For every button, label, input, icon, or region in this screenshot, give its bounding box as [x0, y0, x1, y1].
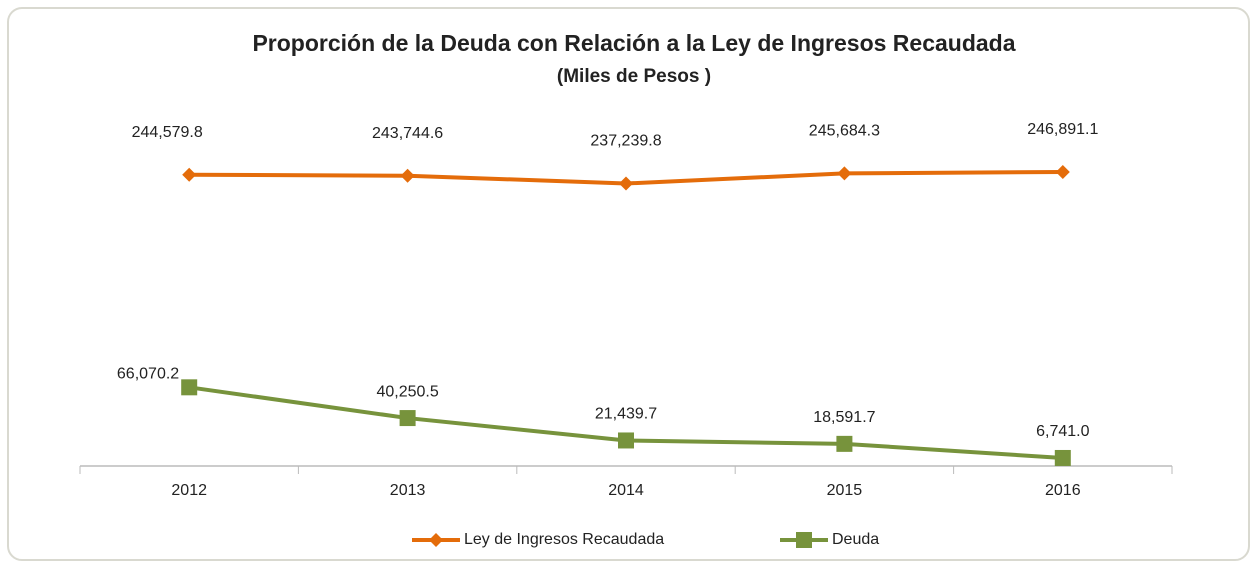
data-label: 243,744.6 — [372, 125, 443, 142]
legend-marker — [429, 533, 443, 547]
data-point — [181, 379, 198, 396]
x-tick-label: 2016 — [1045, 482, 1081, 499]
data-label: 18,591.7 — [813, 409, 875, 426]
data-label: 244,579.8 — [132, 124, 203, 141]
data-label: 245,684.3 — [809, 123, 880, 140]
chart-subtitle: (Miles de Pesos ) — [557, 66, 711, 87]
data-label: 237,239.8 — [590, 133, 661, 150]
data-label: 21,439.7 — [595, 406, 657, 423]
data-label: 66,070.2 — [117, 366, 179, 383]
data-point — [1054, 449, 1071, 466]
x-tick-label: 2015 — [827, 482, 863, 499]
x-tick-label: 2013 — [390, 482, 426, 499]
data-label: 40,250.5 — [376, 383, 438, 400]
data-label: 246,891.1 — [1027, 121, 1098, 138]
legend-label: Ley de Ingresos Recaudada — [464, 531, 664, 548]
x-tick-label: 2014 — [608, 482, 644, 499]
data-point — [400, 168, 415, 183]
chart-title: Proporción de la Deuda con Relación a la… — [252, 30, 1015, 56]
data-point — [837, 166, 852, 181]
chart-frame — [7, 7, 1250, 561]
data-point — [836, 435, 853, 452]
data-point — [399, 410, 416, 427]
data-point — [182, 167, 197, 182]
data-point — [1055, 165, 1070, 179]
legend-marker — [796, 532, 812, 548]
x-tick-label: 2012 — [171, 482, 207, 499]
data-point — [619, 176, 633, 191]
legend-label: Deuda — [832, 531, 879, 548]
data-point — [618, 432, 634, 449]
data-label: 6,741.0 — [1036, 423, 1089, 440]
